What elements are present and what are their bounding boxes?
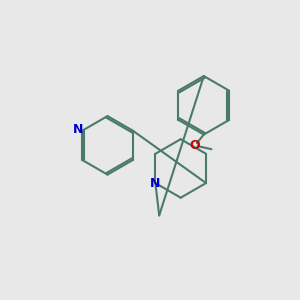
Text: N: N xyxy=(149,177,160,190)
Text: O: O xyxy=(189,139,200,152)
Text: N: N xyxy=(73,123,83,136)
